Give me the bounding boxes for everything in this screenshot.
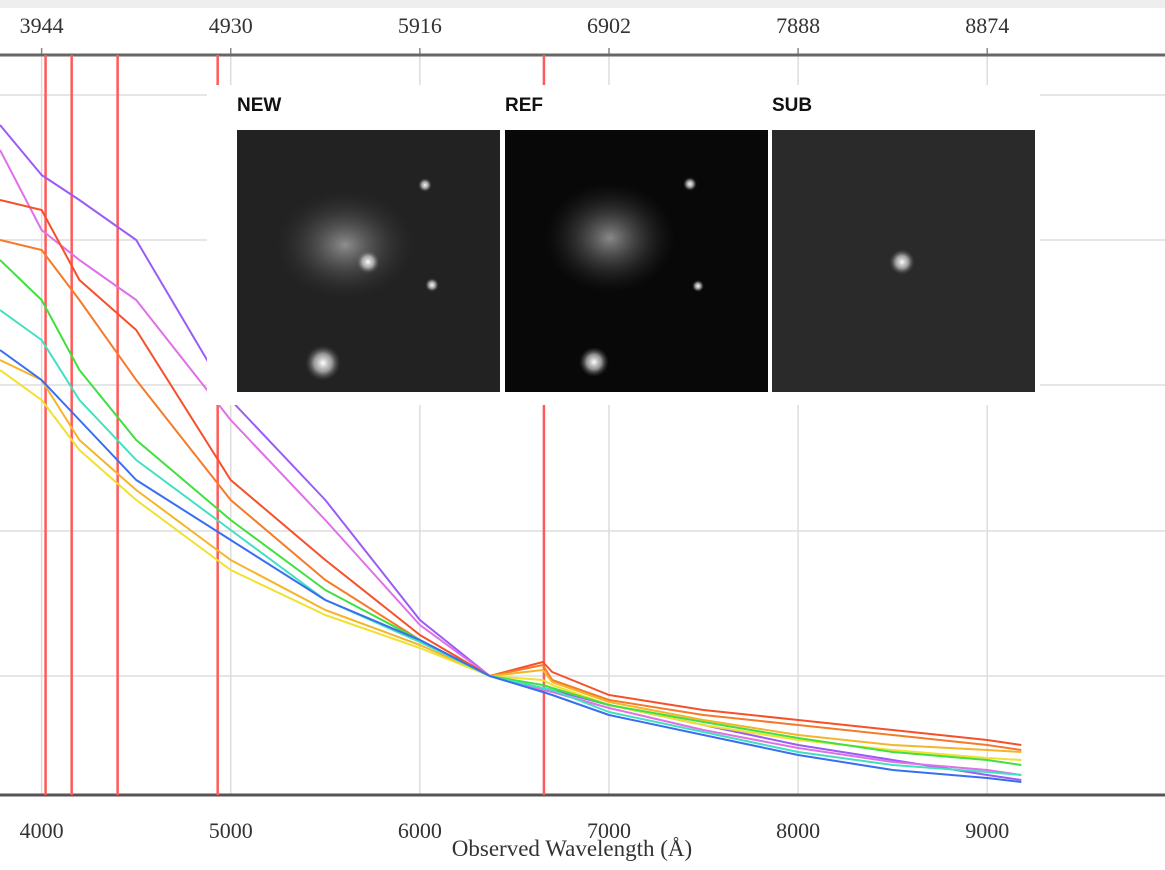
spectrum-line [0, 359, 1022, 753]
star [692, 280, 704, 292]
plot-area: 4000 5000 6000 7000 8000 9000 3944 4930 5916 6902… [0, 13, 1165, 843]
x2-tick-label: 8874 [965, 13, 1009, 38]
galaxy [545, 183, 675, 293]
spectrum-line [0, 369, 1022, 761]
x-axis-title: Observed Wavelength (Å) [452, 836, 692, 861]
star [683, 177, 697, 191]
spectrum-line [0, 239, 1022, 751]
x2-tick-label: 4930 [209, 13, 253, 38]
spectrum-line [0, 349, 1022, 783]
x-tick-label: 6000 [398, 818, 442, 843]
star [425, 278, 439, 292]
spectrum-line [0, 259, 1022, 766]
top-band [0, 0, 1165, 8]
x-tick-label: 5000 [209, 818, 253, 843]
x-tick-label: 8000 [776, 818, 820, 843]
transient [356, 250, 380, 274]
panel-label: REF [505, 95, 543, 116]
x2-tick-label: 5916 [398, 13, 442, 38]
x2-tick-label: 7888 [776, 13, 820, 38]
transient [889, 249, 915, 275]
x-tick-label: 7000 [587, 818, 631, 843]
galaxy [275, 190, 415, 300]
panel-label: NEW [237, 95, 281, 116]
star [305, 345, 341, 381]
x2-tick-label: 6902 [587, 13, 631, 38]
spectrum-line [0, 199, 1022, 746]
panel-label: SUB [772, 95, 812, 116]
star [579, 347, 609, 377]
x-tick-label: 4000 [20, 818, 64, 843]
spectrum-line [0, 309, 1022, 776]
x2-tick-label: 3944 [20, 13, 64, 38]
inset: NEW REF SUB [207, 85, 1040, 405]
x-tick-label: 9000 [965, 818, 1009, 843]
star [418, 178, 432, 192]
